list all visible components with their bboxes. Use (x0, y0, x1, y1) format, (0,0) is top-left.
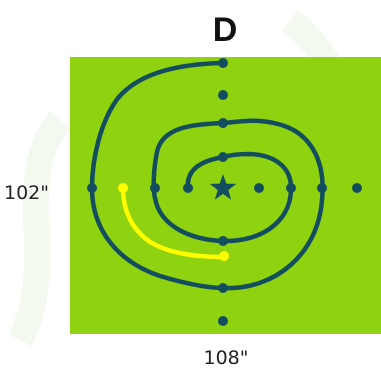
spiral-path (89, 60, 325, 291)
marker-right (352, 183, 362, 193)
highlight-path (120, 185, 227, 260)
marker (286, 183, 296, 193)
marker-group (87, 58, 362, 326)
marker (317, 183, 327, 193)
marker (218, 152, 228, 162)
marker (218, 283, 228, 293)
marker (218, 236, 228, 246)
star-icon (209, 174, 237, 200)
marker (218, 118, 228, 128)
marker-bottom (218, 316, 228, 326)
marker (183, 183, 193, 193)
highlight-marker-end (219, 251, 229, 261)
marker (150, 183, 160, 193)
highlight-marker-start (118, 183, 128, 193)
width-dimension-label: 108" (203, 347, 249, 369)
height-dimension-label: 102" (4, 182, 50, 204)
highlight-markers (118, 183, 229, 261)
marker-left (87, 183, 97, 193)
page-title: D (212, 11, 238, 49)
marker (254, 183, 264, 193)
marker (218, 90, 228, 100)
marker-top (218, 58, 228, 68)
